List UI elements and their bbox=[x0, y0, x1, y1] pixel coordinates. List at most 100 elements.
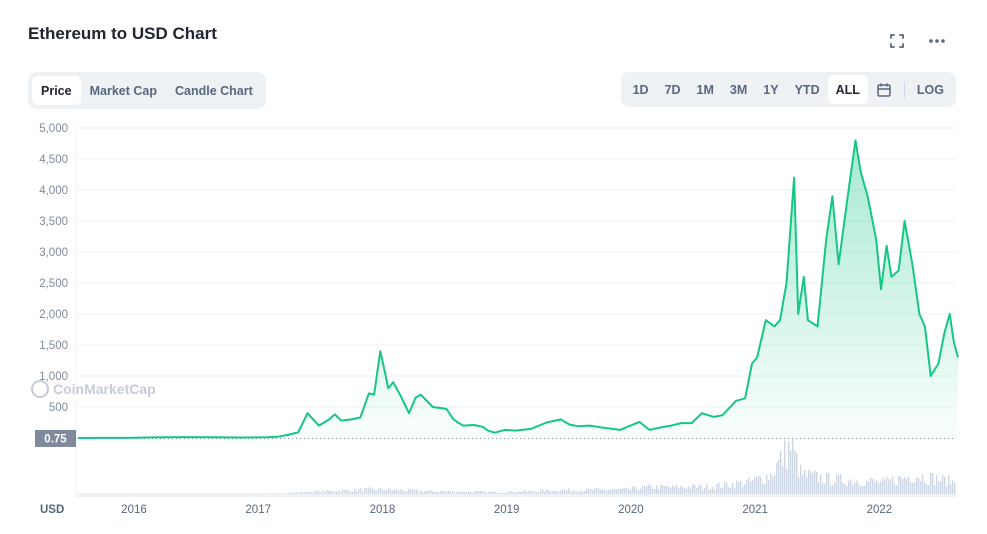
volume-bar bbox=[900, 476, 902, 494]
chart-axes: 1,000 1,500 2,000 2,500 3,000 3,500 4,000 4,500… bbox=[35, 123, 956, 516]
log-scale-toggle[interactable]: LOG bbox=[916, 82, 944, 97]
range-ytd[interactable]: YTD bbox=[794, 82, 820, 97]
volume-bar bbox=[266, 493, 268, 494]
volume-bar bbox=[656, 485, 658, 494]
volume-bar bbox=[550, 491, 552, 494]
volume-bar bbox=[920, 480, 922, 494]
range-3m[interactable]: 3M bbox=[729, 82, 748, 97]
volume-bar bbox=[684, 487, 686, 494]
volume-bar bbox=[664, 486, 666, 494]
volume-bar bbox=[560, 490, 562, 494]
volume-bar bbox=[804, 469, 806, 494]
volume-bar bbox=[818, 482, 820, 494]
volume-bar bbox=[268, 493, 270, 494]
volume-bar bbox=[490, 491, 492, 494]
tab-price[interactable]: Price bbox=[32, 76, 81, 105]
volume-bar bbox=[206, 493, 208, 494]
volume-bar bbox=[762, 483, 764, 494]
range-1d[interactable]: 1D bbox=[632, 82, 649, 97]
volume-bar bbox=[212, 493, 214, 494]
volume-bar bbox=[288, 492, 290, 494]
volume-bar bbox=[256, 493, 258, 494]
calendar-icon[interactable] bbox=[868, 75, 900, 104]
volume-bar bbox=[522, 491, 524, 494]
volume-bar bbox=[474, 491, 476, 494]
volume-bar bbox=[598, 488, 600, 494]
volume-bar bbox=[862, 486, 864, 494]
volume-bar bbox=[214, 493, 216, 494]
x-tick-label: 2018 bbox=[370, 504, 396, 516]
volume-bar bbox=[784, 440, 786, 494]
volume-bar bbox=[512, 492, 514, 494]
volume-bar bbox=[432, 491, 434, 494]
volume-bar bbox=[742, 486, 744, 494]
volume-bar bbox=[722, 487, 724, 494]
volume-bar bbox=[424, 490, 426, 494]
volume-bar bbox=[398, 490, 400, 494]
range-all[interactable]: ALL bbox=[827, 75, 868, 104]
volume-bar bbox=[420, 490, 422, 494]
volume-bar bbox=[834, 482, 836, 494]
volume-bar bbox=[280, 493, 282, 494]
tab-candle-chart[interactable]: Candle Chart bbox=[174, 83, 253, 98]
volume-bar bbox=[300, 491, 302, 494]
volume-bar bbox=[284, 493, 286, 494]
volume-bar bbox=[316, 491, 318, 494]
volume-bar bbox=[844, 483, 846, 494]
volume-bar bbox=[350, 491, 352, 494]
volume-bar bbox=[446, 491, 448, 494]
volume-bar bbox=[120, 493, 122, 494]
volume-bar bbox=[130, 493, 132, 494]
volume-bar bbox=[790, 450, 792, 494]
volume-bar bbox=[96, 493, 98, 494]
volume-bar bbox=[502, 492, 504, 494]
volume-bar bbox=[170, 493, 172, 494]
volume-bar bbox=[222, 493, 224, 494]
volume-bar bbox=[78, 493, 80, 494]
volume-bar bbox=[390, 489, 392, 494]
range-1m[interactable]: 1M bbox=[696, 82, 714, 97]
volume-bar bbox=[112, 493, 114, 494]
volume-bar bbox=[534, 491, 536, 494]
volume-bar bbox=[706, 484, 708, 494]
volume-bar bbox=[412, 490, 414, 494]
volume-bar bbox=[894, 484, 896, 494]
volume-bar bbox=[620, 488, 622, 494]
volume-bar bbox=[106, 493, 108, 494]
more-dots-icon[interactable] bbox=[926, 30, 948, 52]
volume-bar bbox=[462, 491, 464, 494]
volume-bar bbox=[662, 485, 664, 494]
volume-bar bbox=[98, 493, 100, 494]
volume-bar bbox=[166, 493, 168, 494]
volume-bar bbox=[372, 488, 374, 494]
volume-bar bbox=[846, 486, 848, 494]
tab-market-cap[interactable]: Market Cap bbox=[89, 83, 157, 98]
volume-bar bbox=[322, 490, 324, 494]
volume-bar bbox=[324, 491, 326, 494]
volume-bar bbox=[674, 486, 676, 494]
volume-bar bbox=[948, 474, 950, 494]
volume-bar bbox=[128, 493, 130, 494]
volume-bar bbox=[524, 489, 526, 494]
volume-bar bbox=[720, 487, 722, 494]
range-1y[interactable]: 1Y bbox=[763, 82, 779, 97]
volume-bar bbox=[940, 480, 942, 494]
volume-bar bbox=[574, 490, 576, 494]
volume-bar bbox=[224, 493, 226, 494]
volume-bar bbox=[452, 490, 454, 494]
volume-bar bbox=[578, 491, 580, 494]
volume-bar bbox=[132, 493, 134, 494]
volume-bar bbox=[172, 493, 174, 494]
volume-bar bbox=[460, 492, 462, 494]
volume-bar bbox=[850, 479, 852, 494]
range-7d[interactable]: 7D bbox=[664, 82, 681, 97]
volume-bar bbox=[704, 488, 706, 494]
volume-bar bbox=[778, 459, 780, 494]
volume-bar bbox=[902, 478, 904, 494]
fullscreen-icon[interactable] bbox=[886, 30, 908, 52]
volume-bar bbox=[938, 481, 940, 494]
volume-bar bbox=[874, 481, 876, 494]
volume-bar bbox=[500, 492, 502, 494]
baseline-price-tag bbox=[35, 429, 76, 447]
